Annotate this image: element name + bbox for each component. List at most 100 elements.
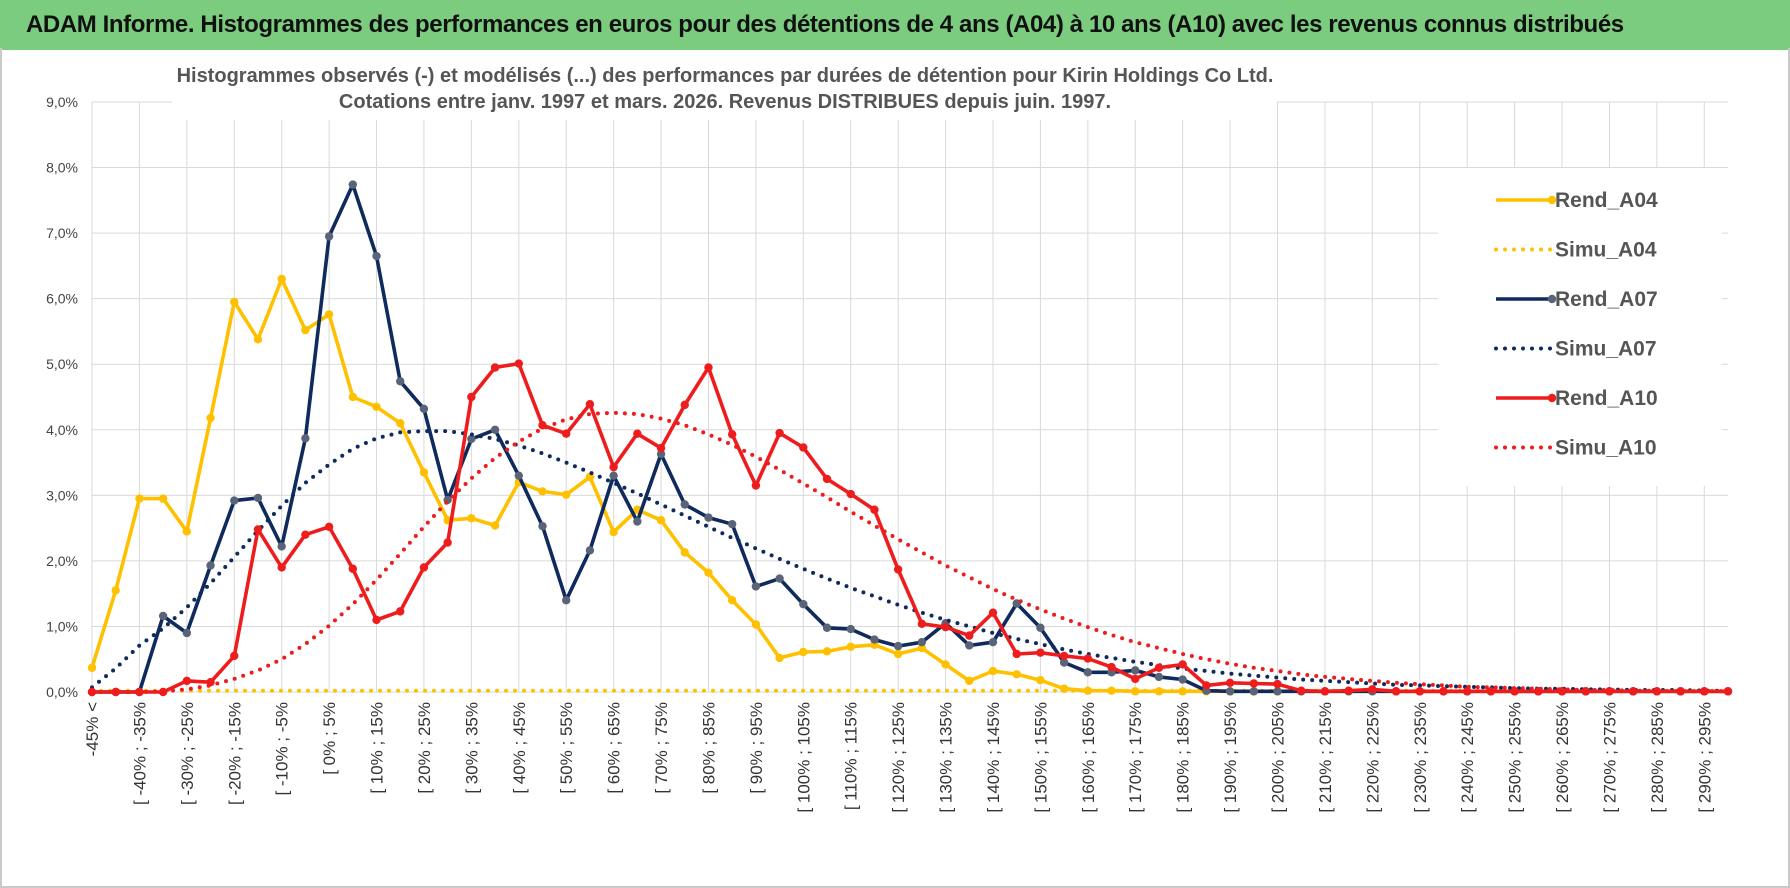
data-point-rend-a07 — [893, 641, 903, 651]
data-point-rend-a07 — [206, 561, 215, 570]
series-line-rend-a10 — [92, 361, 1728, 694]
data-point-rend-a07 — [822, 623, 832, 632]
data-point-rend-a04 — [846, 642, 855, 651]
data-point-rend-a10 — [1059, 651, 1069, 661]
data-point-rend-a07 — [1225, 687, 1235, 696]
data-point-rend-a07 — [253, 493, 263, 503]
x-tick-label: [ 240% ; 245% — [1458, 702, 1477, 813]
data-point-rend-a10 — [633, 429, 642, 438]
data-point-rend-a07 — [490, 425, 500, 434]
data-point-rend-a07 — [585, 546, 595, 555]
data-point-rend-a10 — [1344, 686, 1353, 695]
data-point-rend-a04 — [799, 647, 808, 657]
data-point-rend-a10 — [253, 525, 263, 534]
data-point-rend-a10 — [396, 607, 405, 616]
data-point-rend-a10 — [1273, 679, 1282, 689]
data-point-rend-a04 — [467, 514, 476, 523]
data-point-rend-a07 — [846, 624, 855, 634]
data-point-rend-a07 — [633, 517, 642, 526]
chart-frame: 0,0% 1,0% 2,0% 3,0% 4,0% 5,0% 6,0% 7,0% 8,0% 9,0%… — [0, 48, 1790, 888]
y-axis-ticks: 0,0% 1,0% 2,0% 3,0% 4,0% 5,0% 6,0% 7,0% 8,0% 9,0% — [46, 94, 78, 700]
data-point-rend-a07 — [917, 637, 927, 647]
x-tick-label: [ 30% ; 35% — [462, 702, 481, 794]
data-point-rend-a10 — [1320, 687, 1330, 696]
data-point-rend-a10 — [1178, 660, 1187, 669]
data-point-rend-a10 — [1249, 679, 1258, 688]
data-point-rend-a07 — [751, 582, 761, 591]
x-tick-label: [ 250% ; 255% — [1506, 702, 1525, 813]
y-tick-label: 0,0% — [46, 684, 78, 700]
data-point-rend-a10 — [348, 564, 358, 573]
series-line-simu-a07 — [90, 429, 1730, 693]
histogram-chart: 0,0% 1,0% 2,0% 3,0% 4,0% 5,0% 6,0% 7,0% 8,0% 9,0%… — [46, 60, 1733, 813]
data-point-rend-a10 — [562, 429, 571, 438]
data-point-rend-a10 — [704, 363, 713, 372]
data-point-rend-a07 — [704, 513, 713, 522]
y-tick-label: 9,0% — [46, 94, 78, 110]
x-tick-label: [ 160% ; 165% — [1079, 702, 1098, 813]
data-point-rend-a10 — [941, 622, 950, 632]
legend-background — [1438, 168, 1722, 486]
data-point-rend-a10 — [1368, 685, 1377, 694]
data-point-rend-a10 — [1439, 687, 1448, 696]
data-point-rend-a10 — [135, 687, 144, 697]
data-point-rend-a07 — [324, 232, 334, 241]
y-tick-label: 2,0% — [46, 553, 78, 569]
chart-title: Histogrammes observés (-) et modélisés (… — [177, 65, 1274, 87]
data-point-rend-a10 — [609, 462, 618, 472]
data-point-rend-a10 — [1486, 687, 1496, 696]
chart-title-box: Histogrammes observés (-) et modélisés (… — [172, 60, 1277, 120]
data-point-rend-a04 — [656, 516, 666, 525]
legend-label-rend-a04: Rend_A04 — [1555, 189, 1658, 212]
data-point-rend-a04 — [988, 666, 998, 676]
x-tick-label: [ 140% ; 145% — [984, 702, 1003, 813]
data-point-rend-a10 — [1083, 654, 1093, 663]
x-tick-label: [ -40% ; -35% — [130, 702, 149, 805]
data-point-rend-a10 — [1012, 649, 1021, 659]
data-point-rend-a10 — [1225, 678, 1235, 688]
data-point-rend-a10 — [443, 538, 452, 547]
y-tick-label: 1,0% — [46, 618, 78, 634]
gridlines — [91, 101, 1728, 693]
data-point-rend-a04 — [917, 643, 927, 653]
data-point-rend-a07 — [1036, 623, 1045, 632]
data-point-rend-a10 — [751, 481, 761, 490]
data-point-rend-a04 — [158, 494, 168, 503]
data-point-rend-a04 — [1012, 670, 1021, 679]
data-point-rend-a07 — [562, 596, 571, 605]
x-tick-label: [ -20% ; -15% — [225, 702, 244, 805]
data-point-rend-a10 — [965, 631, 974, 640]
data-point-rend-a07 — [158, 611, 168, 621]
x-tick-label: [ 230% ; 235% — [1411, 702, 1430, 813]
data-point-rend-a10 — [1154, 663, 1164, 672]
x-tick-label: [ 100% ; 105% — [794, 702, 813, 813]
x-tick-label: [ 130% ; 135% — [937, 702, 956, 813]
data-point-rend-a10 — [1297, 686, 1306, 695]
x-tick-label: [ 180% ; 185% — [1174, 702, 1193, 813]
x-tick-label: [ 80% ; 85% — [699, 702, 718, 794]
data-point-rend-a04 — [135, 494, 144, 503]
x-tick-label: [ 90% ; 95% — [747, 702, 766, 794]
data-point-rend-a10 — [846, 489, 855, 499]
x-tick-label: [ 270% ; 275% — [1600, 702, 1619, 813]
data-point-rend-a04 — [822, 647, 832, 656]
data-point-rend-a10 — [277, 563, 286, 572]
data-point-rend-a07 — [1249, 687, 1258, 696]
x-tick-label: [ -30% ; -25% — [178, 702, 197, 805]
data-point-rend-a07 — [680, 500, 689, 509]
legend-label-rend-a07: Rend_A07 — [1555, 288, 1658, 311]
x-tick-label: [ 50% ; 55% — [557, 702, 576, 794]
data-point-rend-a04 — [111, 586, 120, 595]
data-point-rend-a07 — [727, 519, 737, 529]
data-point-rend-a07 — [609, 471, 618, 480]
data-point-rend-a07 — [467, 434, 476, 444]
data-point-rend-a04 — [301, 325, 310, 335]
data-point-rend-a04 — [1154, 687, 1164, 696]
x-tick-label: [ 70% ; 75% — [652, 702, 671, 794]
data-point-rend-a04 — [87, 663, 97, 672]
y-tick-label: 6,0% — [46, 291, 78, 307]
data-point-rend-a04 — [372, 402, 381, 412]
data-point-rend-a10 — [680, 400, 689, 410]
data-point-rend-a04 — [182, 527, 192, 536]
x-tick-label: [ 200% ; 205% — [1269, 702, 1288, 813]
